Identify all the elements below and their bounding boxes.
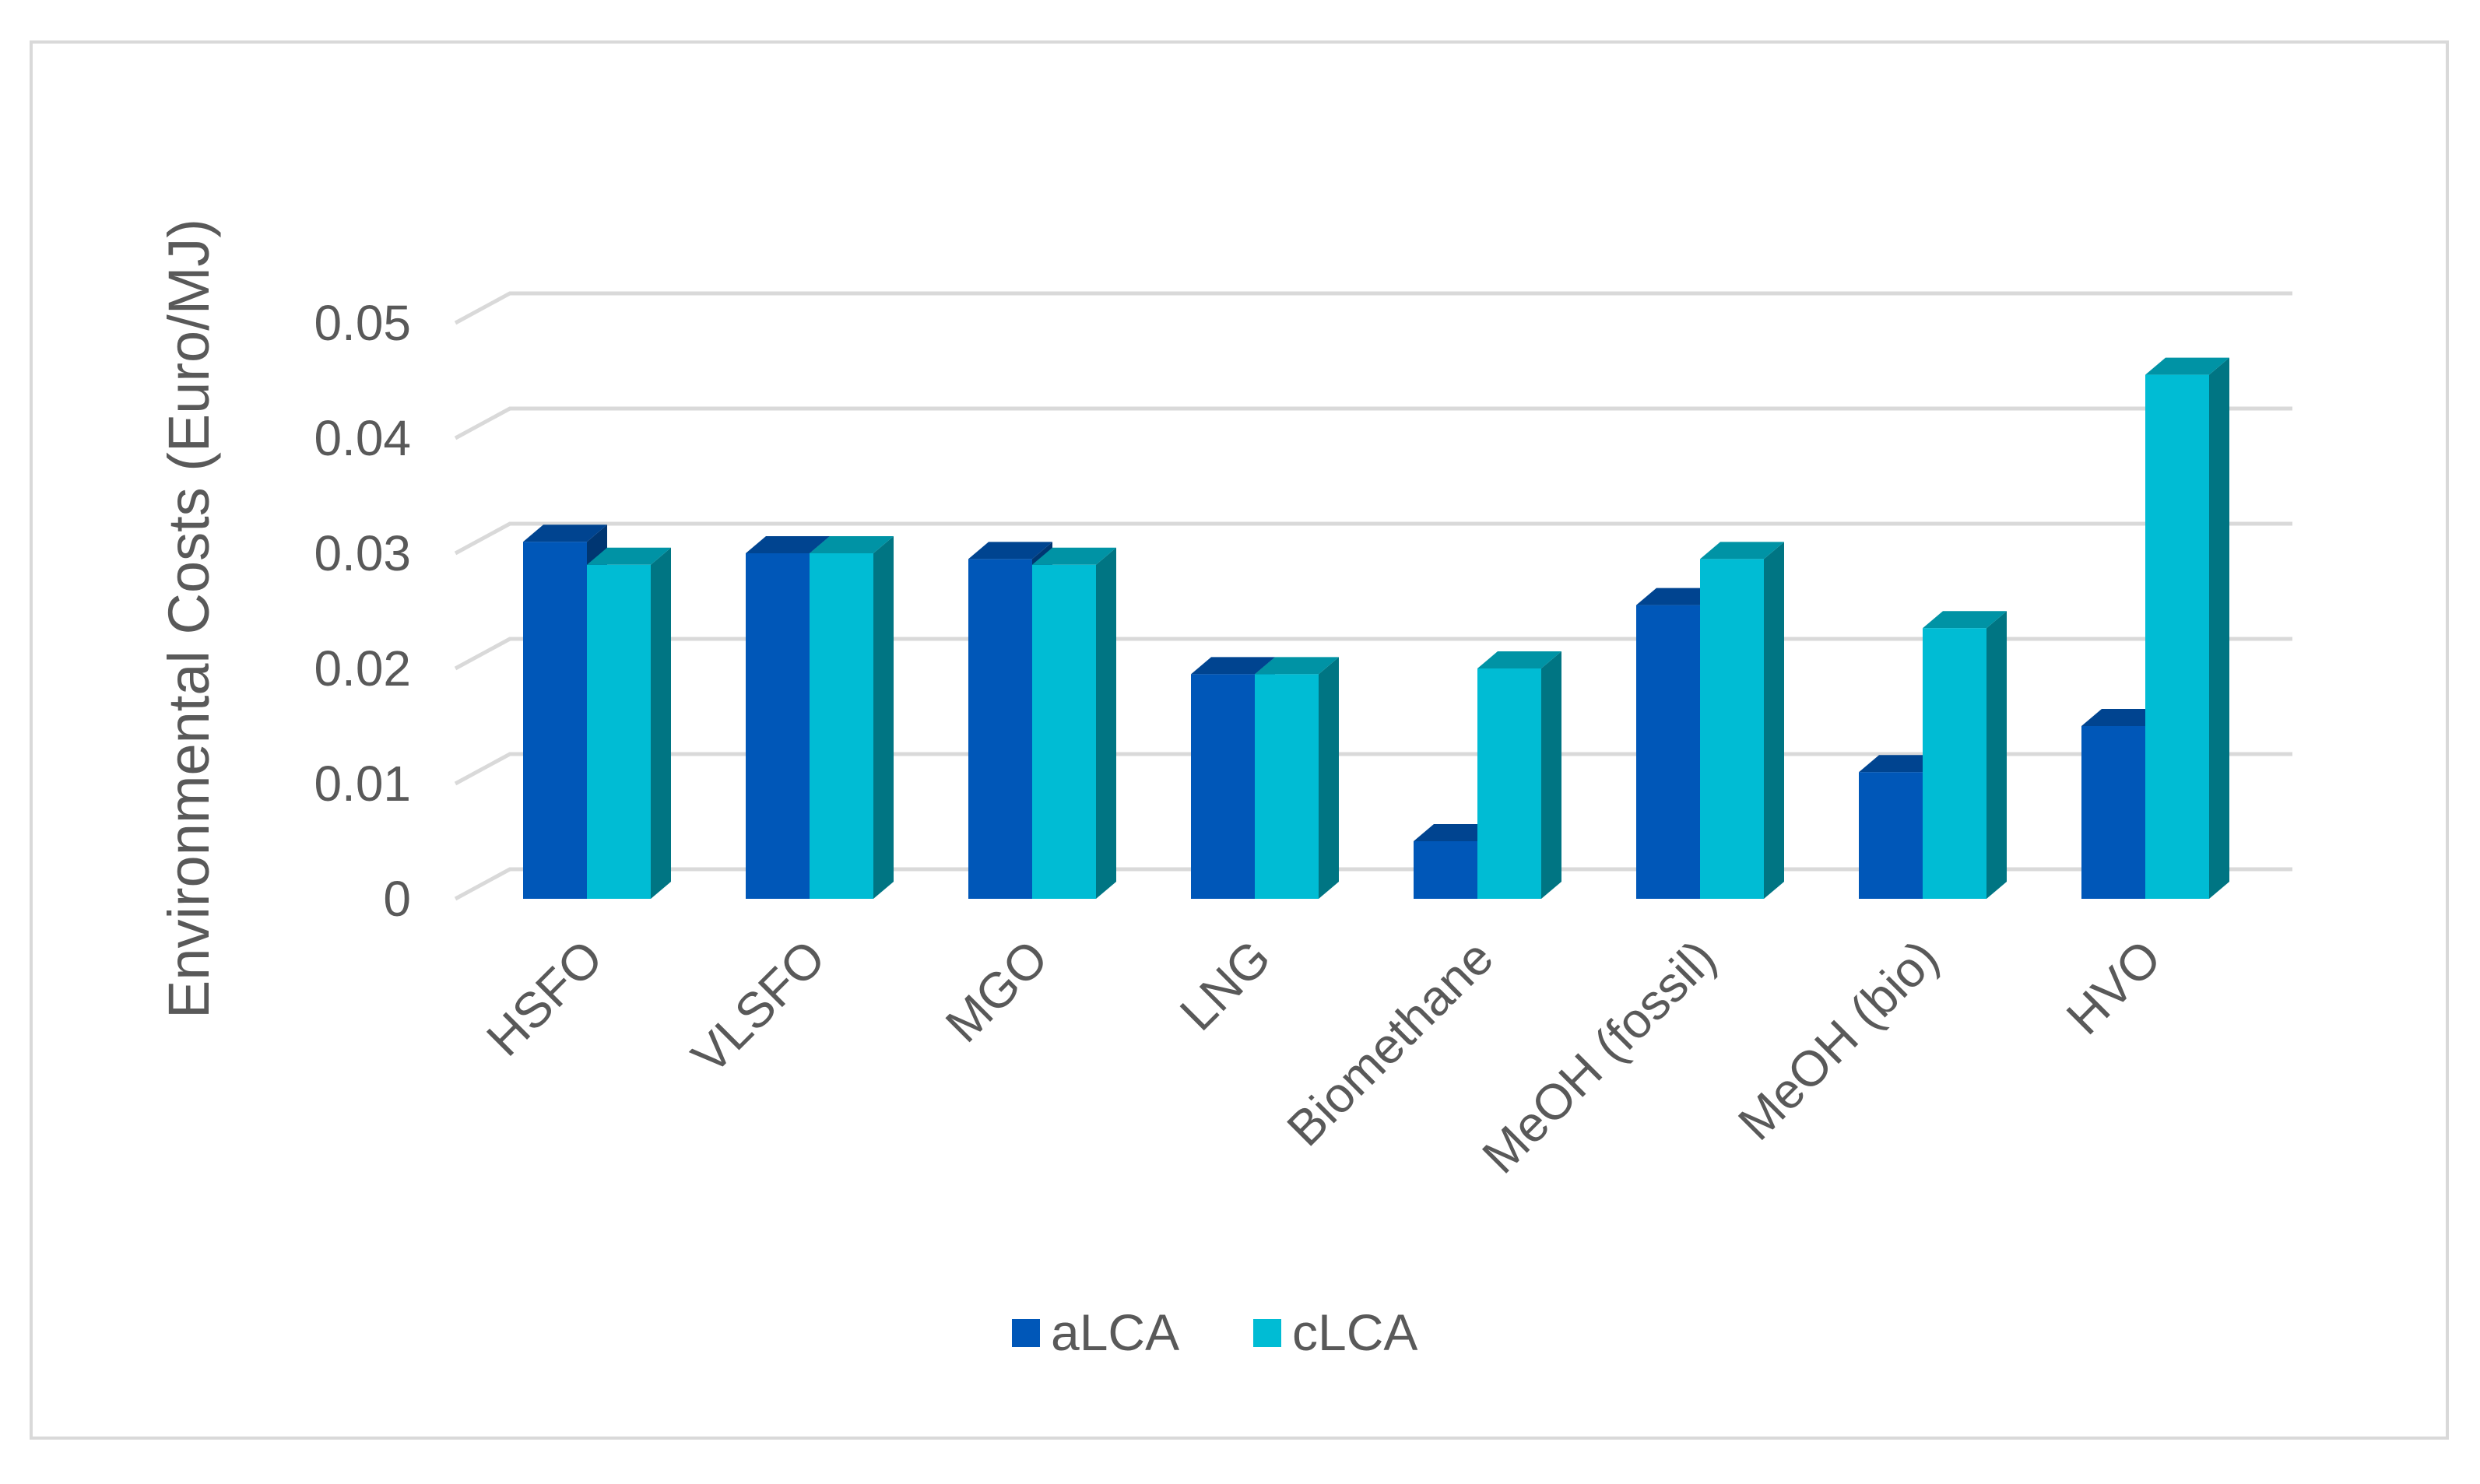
bar-clca-lng (1255, 657, 1339, 899)
gridline (454, 521, 2292, 556)
bars (523, 357, 2229, 900)
bar-front (1477, 668, 1541, 899)
y-tick-label: 0.02 (314, 640, 411, 696)
bar-side (1096, 547, 1116, 899)
bar-clca-hvo (2145, 357, 2229, 900)
y-axis-title: Environmental Costs (Euro/MJ) (156, 219, 221, 1019)
y-tick-label: 0.04 (314, 410, 411, 466)
bar-top (1923, 611, 2007, 629)
bar-front (968, 559, 1032, 899)
bar-clca-meoh-fossil (1700, 542, 1784, 899)
gridlines (454, 291, 2292, 901)
bar-side (651, 547, 671, 899)
x-tick-label: HVO (2056, 929, 2172, 1045)
gridline (454, 406, 2292, 440)
bar-side (1319, 657, 1339, 899)
bar-front (1700, 559, 1764, 899)
bar-side (1764, 542, 1784, 899)
x-tick-label: MGO (935, 929, 1059, 1053)
gridline (454, 752, 2292, 786)
bar-front (2081, 726, 2145, 899)
bar-front (2145, 374, 2209, 900)
bar-front (1255, 674, 1319, 899)
bar-top (1700, 542, 1784, 560)
y-tick-label: 0.01 (314, 756, 411, 812)
bar-clca-hsfo (587, 547, 671, 899)
bar-front (1032, 564, 1096, 899)
legend-item-alca: aLCA (1012, 1303, 1179, 1361)
y-tick-label: 0 (383, 871, 411, 927)
bar-top (746, 536, 830, 553)
bar-front (1923, 628, 1986, 899)
bar-top (587, 547, 671, 565)
bar-front (1859, 772, 1923, 899)
bar-top (1414, 824, 1498, 841)
y-axis-ticks: 0 0.01 0.02 0.03 0.04 0.05 (314, 295, 411, 927)
legend-label: cLCA (1292, 1303, 1417, 1361)
x-tick-label: HSFO (476, 929, 613, 1067)
bar-front (746, 553, 810, 899)
bar-top (1477, 651, 1561, 668)
x-tick-label: LNG (1169, 929, 1281, 1041)
bar-top (968, 542, 1052, 560)
bar-front (523, 542, 587, 899)
x-tick-label: MeOH (fossil) (1471, 929, 1726, 1184)
x-tick-label: Biomethane (1276, 929, 1503, 1156)
bar-clca-meoh-bio (1923, 611, 2007, 899)
legend-label: aLCA (1051, 1303, 1179, 1361)
gridline (454, 291, 2292, 325)
bar-side (873, 536, 894, 899)
bar-side (1541, 651, 1561, 899)
bar-clca-mgo (1032, 547, 1116, 899)
gridline (454, 637, 2292, 671)
bar-top (2081, 709, 2166, 726)
legend: aLCA cLCA (1012, 1303, 1417, 1361)
x-tick-label: VLSFO (681, 929, 836, 1084)
bar-front (587, 564, 651, 899)
bar-top (1255, 657, 1339, 675)
bar-front (1191, 674, 1255, 899)
y-tick-label: 0.05 (314, 295, 411, 351)
bar-front (1636, 605, 1700, 899)
bar-clca-biomethane (1477, 651, 1561, 899)
bar-side (1986, 611, 2007, 899)
y-tick-label: 0.03 (314, 525, 411, 581)
bar-top (1191, 657, 1275, 675)
bar-top (523, 524, 607, 542)
legend-swatch (1012, 1319, 1040, 1347)
x-tick-label: MeOH (bio) (1727, 929, 1949, 1151)
gridline (454, 867, 2292, 901)
legend-item-clca: cLCA (1253, 1303, 1417, 1361)
legend-swatch (1253, 1319, 1281, 1347)
bar-top (1636, 588, 1720, 605)
bar-top (1859, 755, 1943, 773)
bar-top (2145, 357, 2229, 375)
bar-front (810, 553, 873, 899)
bar-top (1032, 547, 1116, 565)
bar-front (1414, 841, 1477, 899)
bar-clca-vlsfo (810, 536, 894, 899)
bar-top (810, 536, 894, 553)
bar-side (2209, 357, 2229, 900)
